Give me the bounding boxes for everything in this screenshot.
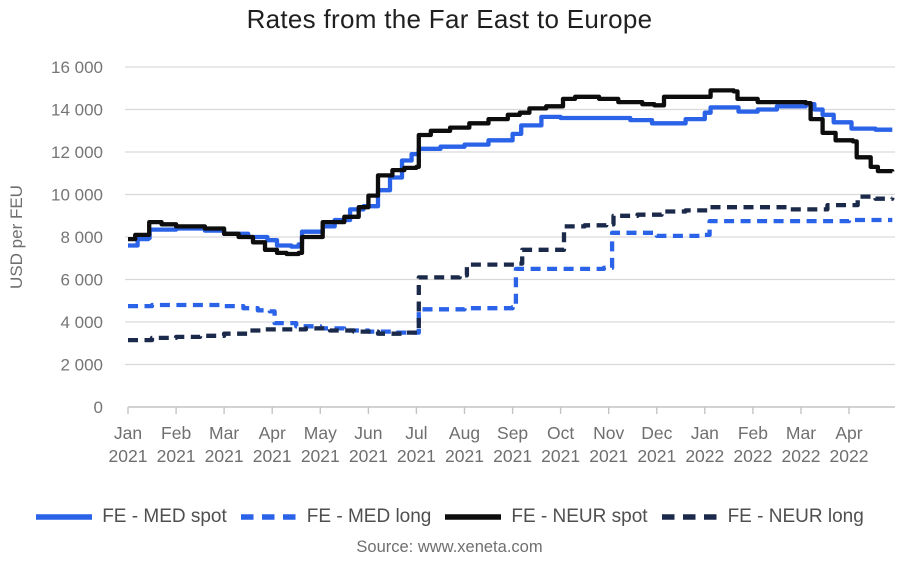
legend-item-med-long: FE - MED long <box>240 506 432 528</box>
x-tick-month: Oct <box>547 423 574 443</box>
x-tick-month: Dec <box>641 423 672 443</box>
y-tick-label: 0 <box>94 398 103 417</box>
x-tick-month: Sep <box>497 423 528 443</box>
x-tick-month: Jan <box>114 423 142 443</box>
x-tick-year: 2021 <box>253 446 292 466</box>
dashed-line-swatch-icon <box>661 514 718 520</box>
x-tick-year: 2021 <box>301 446 340 466</box>
chart-legend: FE - MED spot FE - MED long FE - NEUR sp… <box>0 506 899 528</box>
x-tick-year: 2021 <box>109 446 148 466</box>
y-tick-label: 16 000 <box>51 58 103 77</box>
y-tick-label: 6 000 <box>60 271 103 290</box>
y-tick-label: 12 000 <box>51 143 103 162</box>
solid-line-swatch-icon <box>36 514 93 520</box>
dashed-line-swatch-icon <box>240 514 297 520</box>
legend-label: FE - MED spot <box>102 506 227 527</box>
series-line-fe-med-spot <box>128 102 893 249</box>
x-tick-year: 2022 <box>782 446 821 466</box>
legend-label: FE - NEUR long <box>727 506 864 527</box>
x-tick-year: 2021 <box>637 446 676 466</box>
solid-line-swatch-icon <box>445 514 502 520</box>
y-tick-label: 8 000 <box>60 228 103 247</box>
series-line-fe-med-long <box>128 217 893 335</box>
y-tick-label: 2 000 <box>60 356 103 375</box>
x-tick-year: 2021 <box>589 446 628 466</box>
chart-title: Rates from the Far East to Europe <box>246 4 653 34</box>
x-tick-year: 2021 <box>397 446 436 466</box>
x-tick-month: Apr <box>259 423 286 443</box>
y-tick-label: 4 000 <box>60 313 103 332</box>
x-tick-month: Apr <box>835 423 862 443</box>
x-tick-month: Feb <box>738 423 768 443</box>
legend-label: FE - NEUR spot <box>511 506 648 527</box>
x-tick-year: 2022 <box>830 446 869 466</box>
x-tick-month: Jun <box>354 423 382 443</box>
legend-item-med-spot: FE - MED spot <box>35 506 227 528</box>
y-axis-title: USD per FEU <box>7 185 26 289</box>
x-tick-month: Jul <box>405 423 427 443</box>
x-tick-year: 2021 <box>541 446 580 466</box>
legend-item-neur-spot: FE - NEUR spot <box>444 506 648 528</box>
x-tick-month: Jan <box>691 423 719 443</box>
x-tick-year: 2021 <box>349 446 388 466</box>
y-tick-label: 10 000 <box>51 186 103 205</box>
x-tick-month: Nov <box>593 423 624 443</box>
x-tick-year: 2021 <box>445 446 484 466</box>
x-tick-year: 2021 <box>205 446 244 466</box>
x-tick-year: 2021 <box>493 446 532 466</box>
legend-label: FE - MED long <box>306 506 432 527</box>
x-tick-year: 2022 <box>685 446 724 466</box>
y-tick-label: 14 000 <box>51 101 103 120</box>
source-attribution: Source: www.xeneta.com <box>356 538 543 556</box>
x-tick-year: 2022 <box>733 446 772 466</box>
x-tick-month: Feb <box>161 423 191 443</box>
x-tick-month: May <box>304 423 337 443</box>
series-line-fe-neur-spot <box>128 88 895 257</box>
x-tick-year: 2021 <box>157 446 196 466</box>
series-line-fe-neur-long <box>128 194 895 343</box>
legend-item-neur-long: FE - NEUR long <box>661 506 864 528</box>
x-tick-month: Mar <box>209 423 239 443</box>
x-tick-month: Aug <box>449 423 480 443</box>
x-tick-month: Mar <box>786 423 816 443</box>
